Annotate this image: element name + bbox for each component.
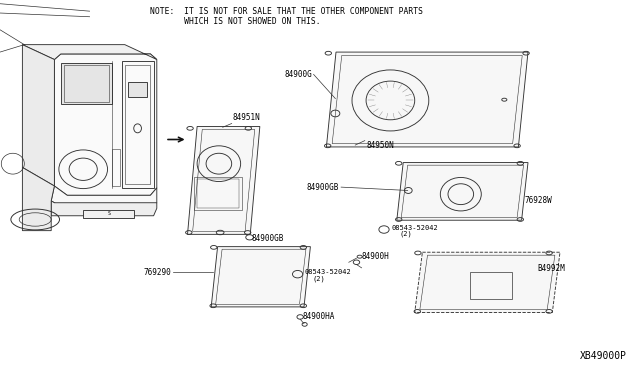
Text: 84900GB: 84900GB: [307, 183, 339, 192]
Bar: [194, 177, 242, 210]
Polygon shape: [61, 63, 112, 104]
Polygon shape: [22, 45, 54, 186]
Text: B4992M: B4992M: [538, 264, 565, 273]
Text: 08543-52042: 08543-52042: [391, 225, 438, 231]
Polygon shape: [415, 252, 560, 312]
Text: (2): (2): [313, 275, 326, 282]
Text: 76928W: 76928W: [525, 196, 552, 205]
Text: 84900H: 84900H: [362, 252, 389, 261]
Text: S: S: [108, 211, 110, 217]
Text: 84900G: 84900G: [285, 70, 312, 79]
Polygon shape: [211, 247, 310, 307]
Bar: [470, 272, 512, 299]
Text: 769290: 769290: [144, 268, 172, 277]
Text: 84900GB: 84900GB: [252, 234, 284, 243]
Polygon shape: [83, 210, 134, 218]
Text: XB49000P: XB49000P: [580, 351, 627, 361]
Text: WHICH IS NOT SHOWED ON THIS.: WHICH IS NOT SHOWED ON THIS.: [150, 17, 321, 26]
Polygon shape: [51, 201, 157, 216]
Polygon shape: [326, 52, 528, 147]
Text: 08543-52042: 08543-52042: [305, 269, 351, 275]
Polygon shape: [188, 126, 260, 234]
Polygon shape: [397, 163, 528, 220]
Polygon shape: [51, 186, 157, 208]
Text: 84951N: 84951N: [233, 113, 260, 122]
Text: 84900HA: 84900HA: [302, 312, 335, 321]
Text: (2): (2): [399, 230, 412, 237]
Polygon shape: [128, 82, 147, 97]
Text: 84950N: 84950N: [366, 141, 394, 150]
Polygon shape: [54, 54, 157, 195]
Polygon shape: [22, 45, 157, 60]
Bar: [197, 179, 239, 208]
Text: NOTE:  IT IS NOT FOR SALE THAT THE OTHER COMPONENT PARTS: NOTE: IT IS NOT FOR SALE THAT THE OTHER …: [150, 7, 424, 16]
Polygon shape: [22, 167, 54, 231]
